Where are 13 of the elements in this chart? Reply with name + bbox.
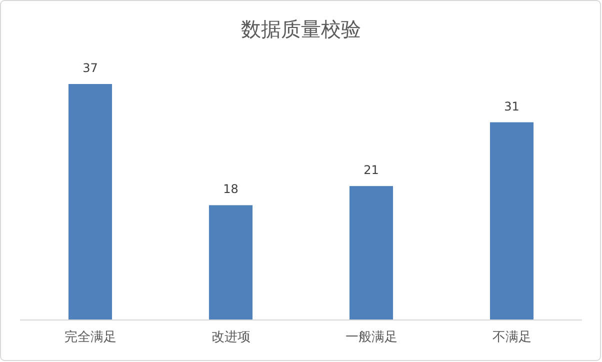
x-tick-label: 完全满足 [64, 329, 116, 346]
data-label: 31 [504, 99, 520, 114]
chart-title: 数据质量校验 [241, 17, 361, 41]
bar [208, 205, 253, 320]
bar [490, 122, 534, 320]
bar [349, 186, 394, 320]
x-tick-label: 一般满足 [345, 330, 398, 346]
x-tick-label: 不满足 [492, 330, 532, 346]
data-label: 18 [223, 182, 238, 196]
bar [68, 84, 112, 320]
data-label: 37 [82, 61, 98, 75]
x-tick-label: 改进项 [211, 330, 250, 346]
data-label: 21 [364, 163, 379, 178]
